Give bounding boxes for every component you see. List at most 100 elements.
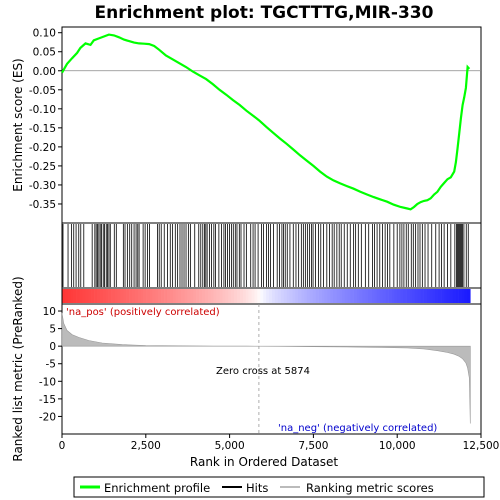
colorbar-segment — [108, 289, 112, 303]
colorbar-segment — [161, 289, 165, 303]
colorbar-segment — [187, 289, 191, 303]
colorbar-segment — [120, 289, 124, 303]
colorbar-segment — [129, 289, 133, 303]
zero-cross-label: Zero cross at 5874 — [216, 366, 310, 377]
colorbar-segment — [286, 289, 290, 303]
colorbar-segment — [362, 289, 366, 303]
colorbar-segment — [236, 289, 241, 303]
colorbar-segment — [388, 289, 392, 303]
colorbar-segment — [406, 289, 410, 303]
colorbar-segment — [181, 289, 185, 303]
colorbar-segment — [327, 289, 331, 303]
colorbar-segment — [446, 289, 451, 303]
colorbar-segment — [94, 289, 98, 303]
colorbar-segment — [379, 289, 384, 303]
es-panel-frame — [61, 26, 482, 224]
colorbar-segment — [444, 289, 448, 303]
colorbar-segment — [429, 289, 433, 303]
legend-label-metric: Ranking metric scores — [306, 481, 434, 495]
colorbar-segment — [356, 289, 360, 303]
colorbar-segment — [438, 289, 442, 303]
pos-label: 'na_pos' (positively correlated) — [66, 307, 220, 318]
colorbar-segment — [196, 289, 200, 303]
x-tick-label: 5,000 — [215, 440, 245, 452]
x-tick-label: 0 — [59, 440, 66, 452]
colorbar-segment — [277, 289, 282, 303]
colorbar-segment — [178, 289, 182, 303]
colorbar-segment — [190, 289, 194, 303]
colorbar-segment — [251, 289, 255, 303]
colorbar-segment — [263, 289, 267, 303]
colorbar-segment — [96, 289, 101, 303]
legend-label-hits: Hits — [246, 481, 268, 495]
colorbar-segment — [225, 289, 229, 303]
colorbar-segment — [423, 289, 427, 303]
colorbar-segment — [213, 289, 217, 303]
colorbar-segment — [172, 289, 177, 303]
colorbar-segment — [417, 289, 421, 303]
es-profile-polyline — [61, 33, 471, 211]
colorbar-segment — [210, 289, 214, 303]
es-ytick-label: -0.35 — [29, 199, 56, 211]
colorbar-segment — [155, 289, 159, 303]
metric-ytick-label: 10 — [43, 306, 56, 318]
metric-ytick-label: -10 — [39, 376, 56, 388]
es-ytick-label: -0.20 — [29, 142, 56, 154]
metric-ytick-label: -20 — [39, 411, 56, 423]
colorbar-segment — [134, 289, 139, 303]
colorbar-segment — [149, 289, 153, 303]
colorbar-segment — [114, 289, 118, 303]
es-ytick-label: 0.10 — [33, 28, 56, 40]
colorbar-segment — [309, 289, 314, 303]
colorbar-segment — [347, 289, 352, 303]
colorbar-segment — [164, 289, 168, 303]
colorbar-segment — [105, 289, 109, 303]
colorbar-segment — [140, 289, 144, 303]
colorbar-segment — [219, 289, 223, 303]
colorbar-segment — [248, 289, 252, 303]
colorbar-segment — [339, 289, 343, 303]
colorbar-segment — [304, 289, 308, 303]
colorbar-segment — [269, 289, 273, 303]
colorbar-segment — [301, 289, 305, 303]
colorbar-segment — [409, 289, 413, 303]
es-ytick-label: 0.05 — [33, 47, 56, 59]
colorbar-segment — [242, 289, 247, 303]
colorbar-segment — [330, 289, 334, 303]
colorbar-segment — [234, 289, 238, 303]
es-ytick-label: -0.30 — [29, 180, 56, 192]
colorbar-segment — [266, 289, 270, 303]
colorbar-segment — [146, 289, 150, 303]
colorbar-segment — [137, 289, 142, 303]
colorbar-segment — [374, 289, 378, 303]
x-tick-label: 2,500 — [131, 440, 161, 452]
colorbar-segment — [464, 289, 468, 303]
colorbar-segment — [324, 289, 328, 303]
colorbar-segment — [318, 289, 322, 303]
colorbar-segment — [452, 289, 456, 303]
colorbar-segment — [152, 289, 156, 303]
ranking-colorbar — [62, 289, 471, 303]
es-axis: 0.10 0.05 0.00 -0.05 -0.10 -0.15 -0.20 -0.25 -0.… — [29, 28, 481, 211]
colorbar-segment — [254, 289, 258, 303]
colorbar-segment — [306, 289, 311, 303]
legend: Enrichment profile Hits Ranking metric s… — [73, 476, 485, 498]
colorbar-segment — [193, 289, 197, 303]
colorbar-segment — [85, 289, 89, 303]
colorbar-segment — [199, 289, 203, 303]
colorbar-segment — [91, 289, 95, 303]
colorbar-segment — [458, 289, 462, 303]
colorbar-segment — [64, 289, 69, 303]
colorbar-segment — [312, 289, 317, 303]
legend-frame — [73, 476, 485, 498]
colorbar-segment — [102, 289, 107, 303]
colorbar-segment — [321, 289, 325, 303]
colorbar-segment — [365, 289, 369, 303]
x-axis-label: Rank in Ordered Dataset — [190, 455, 338, 469]
colorbar-segment — [204, 289, 209, 303]
colorbar-segment — [400, 289, 404, 303]
colorbar-segment — [271, 289, 276, 303]
colorbar-segment — [228, 289, 232, 303]
es-profile-line — [61, 33, 471, 211]
colorbar-segment — [344, 289, 349, 303]
